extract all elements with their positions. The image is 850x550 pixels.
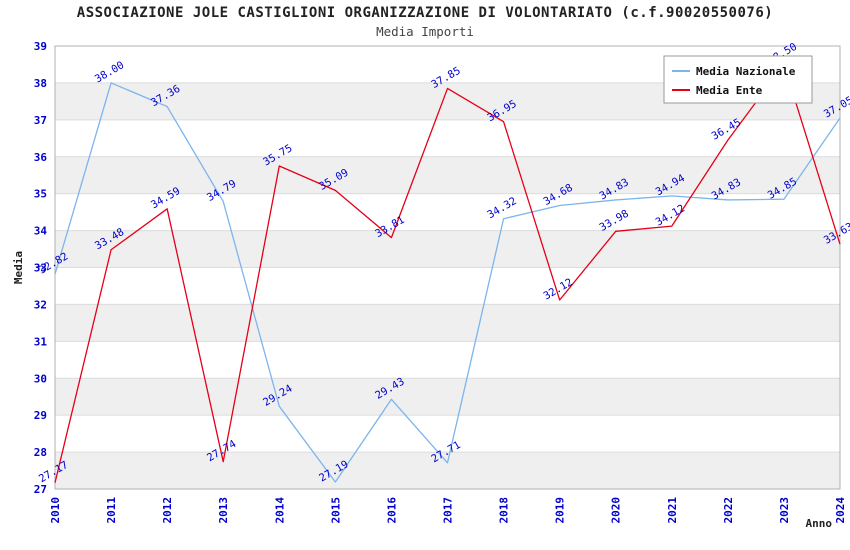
y-tick-label: 38 <box>34 77 47 90</box>
plot-band <box>55 193 840 231</box>
x-tick-label: 2016 <box>385 497 398 524</box>
x-axis-title: Anno <box>806 517 833 530</box>
y-tick-label: 30 <box>34 372 47 385</box>
legend-label: Media Ente <box>696 84 763 97</box>
y-tick-label: 39 <box>34 40 47 53</box>
chart-line-media-nazionale <box>54 82 841 483</box>
chart-subtitle: Media Importi <box>376 24 474 39</box>
y-tick-label: 27 <box>34 483 47 496</box>
x-tick-label: 2020 <box>610 497 623 524</box>
y-tick-label: 28 <box>34 446 47 459</box>
y-tick-label: 31 <box>34 335 48 348</box>
x-tick-label: 2010 <box>49 497 62 524</box>
chart-line-media-ente <box>54 63 841 483</box>
y-tick-label: 37 <box>34 114 47 127</box>
y-tick-label: 36 <box>34 151 48 164</box>
plot-band <box>55 415 840 453</box>
x-tick-label: 2014 <box>273 497 286 524</box>
x-tick-label: 2018 <box>498 497 511 524</box>
y-tick-label: 29 <box>34 409 47 422</box>
x-tick-label: 2022 <box>722 497 735 524</box>
plot-band <box>55 267 840 305</box>
y-tick-label: 35 <box>34 188 47 201</box>
x-tick-label: 2011 <box>105 497 118 524</box>
x-tick-label: 2021 <box>666 497 679 524</box>
legend-box <box>663 55 813 104</box>
legend-label: Media Nazionale <box>696 65 796 78</box>
x-tick-label: 2015 <box>329 497 342 524</box>
plot-band <box>55 304 840 342</box>
x-tick-label: 2023 <box>778 497 791 524</box>
x-tick-label: 2017 <box>442 497 455 524</box>
y-axis-title: Media <box>12 251 25 284</box>
y-tick-label: 32 <box>34 298 47 311</box>
y-tick-label: 33 <box>34 262 47 275</box>
x-tick-label: 2024 <box>834 497 847 524</box>
plot-border <box>54 45 841 490</box>
chart-title: ASSOCIAZIONE JOLE CASTIGLIONI ORGANIZZAZ… <box>76 5 774 21</box>
plot-band <box>55 378 840 416</box>
x-tick-label: 2012 <box>161 497 174 524</box>
x-tick-label: 2013 <box>217 497 230 524</box>
plot-band <box>55 452 840 489</box>
plot-band <box>55 341 840 379</box>
y-tick-label: 34 <box>34 225 48 238</box>
x-tick-label: 2019 <box>554 497 567 524</box>
plot-band <box>55 156 840 194</box>
plot-band <box>55 230 840 268</box>
